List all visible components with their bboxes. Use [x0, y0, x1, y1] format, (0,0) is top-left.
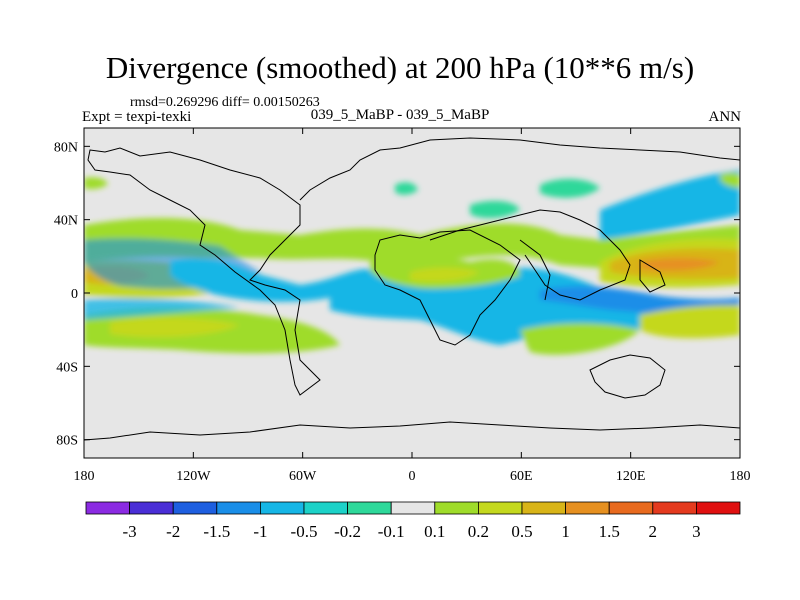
stats-line: rmsd=0.269296 diff= 0.00150263	[130, 95, 320, 111]
colorbar-box	[434, 501, 479, 515]
colorbar-box	[347, 501, 392, 515]
colorbar-box	[390, 501, 436, 515]
x-tick-label: 120E	[616, 469, 646, 484]
colorbar-box	[172, 501, 218, 515]
australia-outline	[589, 354, 666, 399]
rmsd-label: rmsd=	[130, 95, 166, 110]
y-tick-label: 80N	[54, 140, 78, 155]
colorbar-box	[85, 501, 130, 515]
coastlines	[84, 137, 740, 441]
indochina-outline	[519, 239, 551, 301]
x-tick-label: 120W	[176, 469, 211, 484]
colorbar-label: -0.2	[334, 522, 361, 541]
chart-title: Divergence (smoothed) at 200 hPa (10**6 …	[105, 50, 695, 85]
europe-negative-patch	[395, 182, 418, 195]
atlantic-negative	[170, 259, 380, 302]
africa-outline	[374, 229, 521, 346]
season-label: ANN	[708, 109, 742, 125]
colorbar-box	[216, 501, 261, 515]
colorbar-label: -1	[253, 522, 267, 541]
asia-outline	[429, 209, 631, 301]
colorbar-box	[608, 501, 654, 515]
y-tick-label: 40N	[54, 214, 78, 229]
y-tick-label: 40S	[56, 360, 78, 375]
colorbar-box	[565, 501, 610, 515]
x-tick-label: 60W	[289, 469, 317, 484]
colorbar-box	[521, 501, 566, 515]
y-tick-label: 80S	[56, 434, 78, 449]
x-tick-label: 180	[74, 469, 95, 484]
arctic-positive-patch	[84, 177, 108, 190]
x-tick-label: 180	[730, 469, 751, 484]
asia-negative-patch	[540, 178, 600, 198]
antarctica-outline	[84, 421, 740, 441]
colorbar-label: 3	[692, 522, 701, 541]
colorbar-label: -0.1	[378, 522, 405, 541]
axes: 180 120W 60W 0 60E 120E 180 80N 40N 0 40S 80S	[54, 128, 751, 484]
nw-pacific-max	[640, 258, 720, 271]
japan-outline	[639, 259, 666, 293]
eurasia-north-coast	[299, 137, 740, 201]
colorbar-box	[477, 501, 523, 515]
y-tick-label: 0	[71, 287, 78, 302]
colorbar-box	[303, 501, 348, 515]
colorbar-label: -2	[166, 522, 180, 541]
africa-core	[410, 267, 480, 282]
diff-label: diff=	[221, 95, 250, 110]
colorbar-label: -0.5	[291, 522, 318, 541]
x-tick-label: 60E	[510, 469, 533, 484]
colorbar-label: 0.1	[424, 522, 445, 541]
north-subtropical-band	[84, 218, 740, 270]
colorbar-box	[259, 501, 305, 515]
south-pacific-core	[110, 317, 240, 338]
south-indian-positive	[520, 323, 640, 355]
south-pacific-negative	[84, 298, 240, 320]
experiment-label: Expt = texpi-texki	[82, 109, 192, 125]
colorbar-label: 1.5	[599, 522, 620, 541]
americas-outline	[87, 147, 321, 396]
colorbar-label: 0.5	[511, 522, 532, 541]
field-layer	[84, 170, 740, 355]
diff-value: 0.00150263	[253, 95, 320, 110]
colorbar-box	[696, 501, 741, 515]
southwest-pacific-positive	[640, 305, 740, 339]
colorbar-label: 2	[649, 522, 658, 541]
colorbar-box	[129, 501, 174, 515]
far-east-positive	[720, 172, 740, 188]
case-label: 039_5_MaBP - 039_5_MaBP	[310, 107, 490, 123]
rmsd-value: 0.269296	[165, 95, 219, 110]
north-pacific-negative	[600, 170, 740, 240]
colorbar-label: -3	[123, 522, 137, 541]
colorbar-label: 0.2	[468, 522, 489, 541]
colorbar-label: 1	[561, 522, 570, 541]
x-tick-label: 0	[409, 469, 416, 484]
colorbar-box	[652, 501, 697, 515]
colorbar: -3 -2 -1.5 -1 -0.5 -0.2 -0.1 0.1 0.2 0.5 1 1.5 2 3	[85, 501, 741, 541]
colorbar-label: -1.5	[203, 522, 230, 541]
central-asia-negative	[470, 200, 520, 219]
